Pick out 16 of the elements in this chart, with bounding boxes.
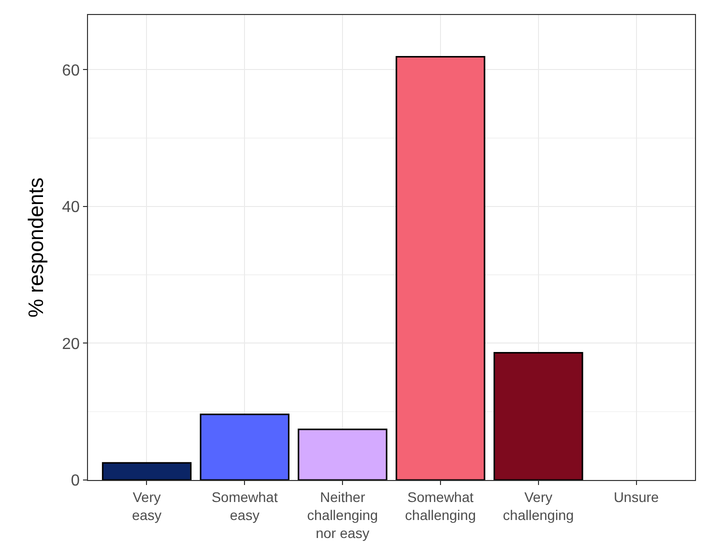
bar: [396, 56, 486, 480]
y-axis-title: % respondents: [25, 177, 48, 318]
bar: [102, 462, 192, 480]
y-tick-label: 60: [62, 62, 80, 80]
y-tick-label: 20: [62, 336, 80, 353]
x-tick-label: Neither challenging nor easy: [307, 488, 378, 542]
bar: [494, 352, 584, 480]
x-tick-label: Very challenging: [502, 488, 574, 523]
y-tick-label: 0: [70, 472, 80, 490]
bar: [298, 428, 388, 480]
bar: [200, 414, 290, 480]
x-tick-label: Somewhat easy: [212, 488, 278, 523]
x-tick-label: Very easy: [132, 488, 162, 523]
y-tick-label: 40: [62, 199, 80, 216]
x-tick-label: Unsure: [614, 488, 660, 505]
x-tick-label: Somewhat challenging: [405, 488, 476, 523]
